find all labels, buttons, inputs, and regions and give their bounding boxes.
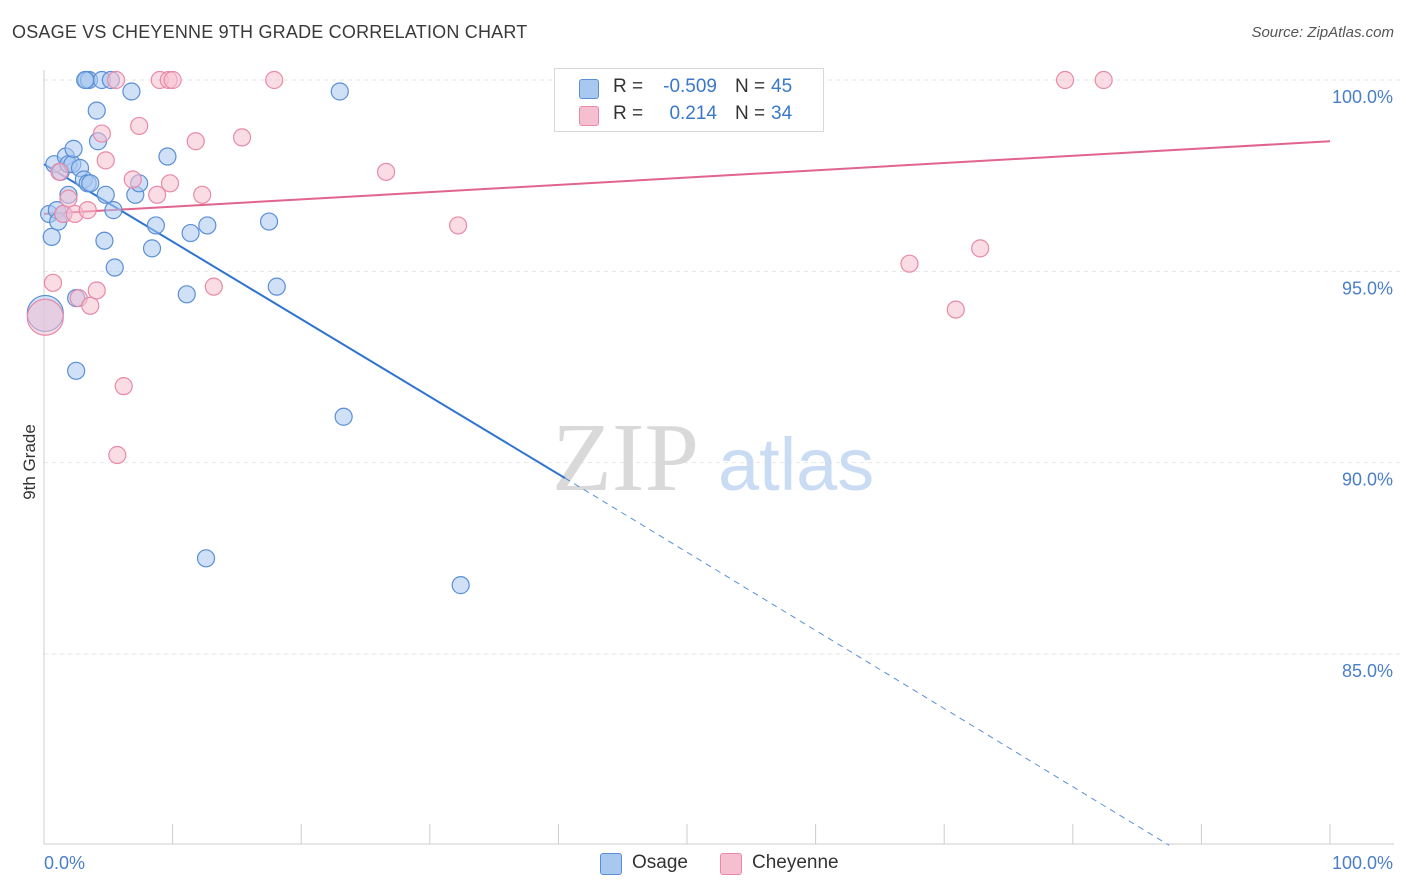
y-tick-label: 90.0% (1342, 470, 1393, 490)
x-tick-label: 0.0% (44, 853, 85, 873)
cheyenne-point (43, 273, 63, 292)
legend-r-label: R = (613, 103, 644, 124)
data-points (26, 70, 1113, 595)
cheyenne-point (232, 128, 252, 147)
legend-n-value: 34 (771, 103, 793, 124)
osage-point (64, 139, 83, 158)
cheyenne-legend-swatch (720, 853, 742, 875)
watermark-zip: ZIP (552, 404, 699, 512)
cheyenne-point (204, 277, 223, 296)
tick-labels: 85.0% 90.0% 95.0% 100.0% 0.0% 100.0% (44, 87, 1393, 873)
cheyenne-point (946, 300, 965, 319)
cheyenne-point (265, 70, 284, 90)
y-tick-label: 100.0% (1332, 87, 1393, 107)
osage-point (104, 201, 123, 220)
watermark: ZIP atlas (552, 404, 874, 512)
legend-r-label: R = (613, 76, 644, 97)
y-axis-label: 9th Grade (20, 424, 39, 500)
trend-lines (43, 140, 1331, 846)
osage-point (451, 576, 470, 595)
watermark-atlas: atlas (718, 423, 874, 506)
osage-point (158, 147, 177, 166)
osage-point (181, 223, 200, 243)
x-tick-label: 100.0% (1332, 853, 1393, 873)
cheyenne-point (92, 124, 111, 143)
osage-point (259, 212, 279, 231)
cheyenne-point (123, 170, 142, 189)
legend-n-value: 45 (771, 76, 793, 97)
cheyenne-point (448, 216, 468, 235)
cheyenne-point (26, 298, 64, 336)
cheyenne-point (163, 70, 182, 90)
legend-row-cheyenne: R = 0.214 N = 34 (555, 100, 823, 128)
osage-point (96, 185, 115, 204)
osage-trend-line (43, 163, 566, 479)
legend-n-label: N = (735, 76, 766, 97)
osage-point (196, 549, 216, 568)
cheyenne-point (81, 296, 100, 315)
osage-trend-extension (564, 477, 1170, 846)
cheyenne-point (114, 377, 133, 396)
osage-point (76, 70, 95, 90)
cheyenne-point (148, 185, 167, 204)
cheyenne-swatch (579, 106, 599, 126)
legend-n-label: N = (735, 103, 766, 124)
osage-point (87, 101, 106, 120)
cheyenne-point (96, 151, 115, 170)
cheyenne-point (1094, 70, 1113, 90)
cheyenne-point (87, 281, 106, 300)
cheyenne-point (59, 189, 78, 208)
osage-point (334, 407, 353, 426)
cheyenne-point (193, 185, 212, 204)
osage-swatch (579, 79, 599, 99)
osage-point (42, 227, 61, 246)
osage-point (330, 82, 349, 101)
cheyenne-point (130, 116, 149, 136)
osage-point (67, 361, 86, 380)
cheyenne-point (971, 239, 990, 258)
legend-r-value: 0.214 (669, 103, 717, 124)
osage-point (142, 239, 162, 258)
osage-point (177, 285, 196, 304)
osage-legend-swatch (600, 853, 622, 875)
grid-lines (44, 79, 1400, 655)
cheyenne-point (186, 132, 205, 151)
axes (43, 70, 1394, 845)
osage-point (95, 231, 114, 250)
osage-point (198, 216, 217, 235)
cheyenne-point (160, 174, 180, 193)
osage-point (146, 216, 165, 235)
stats-legend: R = -0.509 N = 45 R = 0.214 N = 34 (554, 68, 824, 132)
chart-title: OSAGE VS CHEYENNE 9TH GRADE CORRELATION … (12, 22, 528, 42)
osage-point (122, 82, 141, 101)
y-tick-label: 95.0% (1342, 278, 1393, 298)
osage-point (81, 174, 100, 193)
cheyenne-point (106, 70, 126, 90)
osage-point (105, 258, 124, 277)
chart-source: Source: ZipAtlas.com (1251, 24, 1394, 41)
cheyenne-legend-label: Cheyenne (752, 852, 839, 873)
cheyenne-point (1055, 70, 1075, 90)
cheyenne-point (376, 162, 396, 181)
osage-legend-label: Osage (632, 852, 688, 873)
osage-point (267, 277, 286, 296)
cheyenne-point (900, 254, 919, 273)
cheyenne-point (108, 445, 127, 465)
legend-r-value: -0.509 (663, 76, 717, 97)
y-tick-label: 85.0% (1342, 661, 1393, 681)
cheyenne-trend-line (43, 140, 1331, 215)
legend-row-osage: R = -0.509 N = 45 (555, 73, 823, 101)
cheyenne-point (78, 201, 97, 220)
cheyenne-point (50, 162, 69, 181)
